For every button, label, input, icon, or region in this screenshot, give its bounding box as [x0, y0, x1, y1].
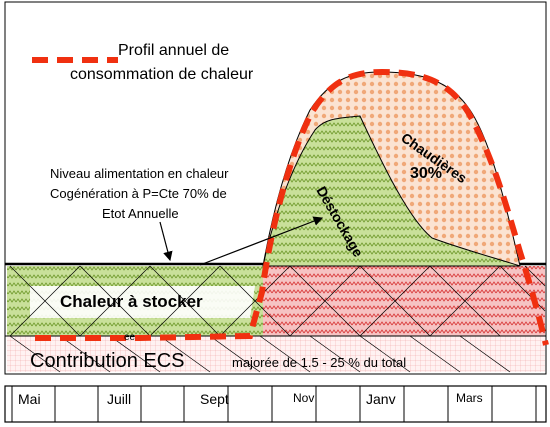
- chaudieres-pct-label: 30%: [410, 165, 442, 182]
- month-ticks: [11, 386, 537, 422]
- cogeneration-label-2: Cogénération à P=Cte 70% de: [50, 186, 227, 201]
- destocking-area: [262, 115, 521, 267]
- month-nov: Nov: [293, 391, 314, 405]
- small-mark: ee: [124, 332, 136, 343]
- cogeneration-label-3: Etot Annuelle: [102, 206, 179, 221]
- contribution-main-label: Contribution ECS: [30, 350, 185, 372]
- month-mars: Mars: [456, 391, 483, 405]
- annual-profile-line: [35, 68, 549, 346]
- month-janv: Janv: [366, 391, 396, 407]
- consumption-band: [263, 266, 545, 336]
- month-mai: Mai: [18, 391, 41, 407]
- legend-line2: consommation de chaleur: [70, 66, 254, 83]
- month-sept: Sept: [200, 391, 229, 407]
- month-juill: Juill: [107, 391, 131, 407]
- month-axis: [4, 385, 547, 423]
- legend-line1: Profil annuel de: [118, 42, 229, 59]
- ecs-band: [7, 336, 545, 372]
- contribution-sub-label: majorée de 1.5 - 25 % du total: [232, 355, 406, 370]
- destocking-arrow: [199, 216, 324, 266]
- chaleur-a-stocker-label: Chaleur à stocker: [60, 292, 203, 311]
- cogeneration-label-1: Niveau alimentation en chaleur: [50, 166, 229, 181]
- stock-white-area: [30, 286, 255, 318]
- band-crosslines: [9, 265, 546, 373]
- cogeneration-arrow: [159, 221, 173, 262]
